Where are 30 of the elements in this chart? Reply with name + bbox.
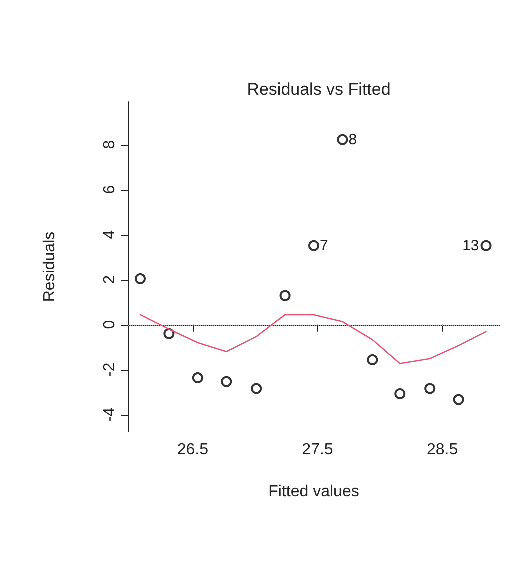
y-tick-label: 0 <box>102 320 118 330</box>
point <box>134 273 146 284</box>
point <box>221 376 232 388</box>
point <box>337 134 348 146</box>
x-tick-label: 26.5 <box>177 442 209 458</box>
line-series <box>140 314 487 364</box>
y-tick-label: -2 <box>102 362 118 377</box>
point <box>280 290 291 302</box>
y-tick-label: -4 <box>102 408 118 422</box>
point <box>480 240 492 252</box>
x-tick-label: 28.5 <box>427 442 458 458</box>
x-tick-label: 27.5 <box>302 442 334 458</box>
point <box>453 394 464 406</box>
x-axis-title: Fitted values <box>268 484 360 500</box>
point <box>394 388 406 400</box>
point <box>424 383 436 394</box>
point <box>251 383 262 394</box>
y-tick-label: 6 <box>102 185 118 194</box>
y-tick-label: 8 <box>102 140 118 150</box>
point <box>367 354 378 366</box>
y-tick-label: 2 <box>102 275 118 284</box>
point <box>192 372 204 384</box>
annotation: 13 <box>462 237 480 254</box>
annotation: 8 <box>348 131 358 148</box>
point <box>164 328 175 340</box>
annotation: 7 <box>320 237 328 254</box>
y-tick-label: 4 <box>102 230 118 240</box>
chart-title: Residuals vs Fitted <box>247 80 391 99</box>
y-axis-title: Residuals <box>42 232 58 302</box>
point <box>308 240 320 252</box>
